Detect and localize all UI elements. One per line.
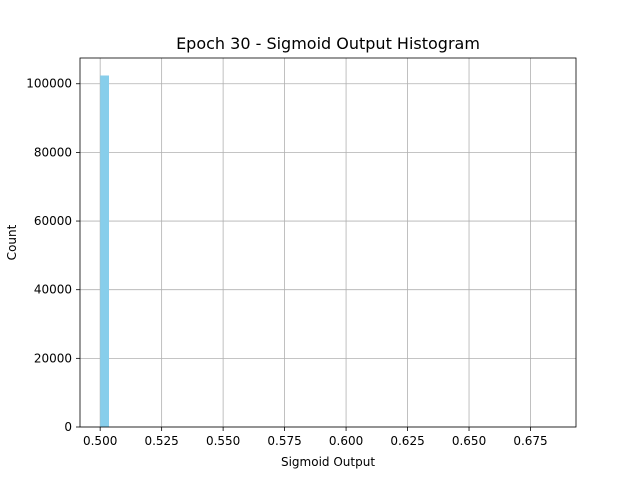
x-tick-label: 0.525 [144,434,178,448]
histogram-bar [100,75,110,428]
y-axis-label: Count [5,224,19,260]
bars [100,75,110,428]
x-tick-label: 0.650 [452,434,486,448]
x-tick-label: 0.550 [206,434,240,448]
x-axis-label: Sigmoid Output [281,455,375,469]
grid [80,58,576,428]
x-tick-label: 0.500 [83,434,117,448]
x-tick-label: 0.675 [513,434,547,448]
ticks: 0.500 0.525 0.550 0.575 0.600 0.625 0.650 0.675… [26,77,547,448]
chart-title: Epoch 30 - Sigmoid Output Histogram [176,34,480,53]
y-tick-label: 80000 [34,145,72,159]
y-tick-label: 60000 [34,214,72,228]
y-tick-label: 20000 [34,351,72,365]
y-tick-label: 0 [64,420,72,434]
x-tick-label: 0.575 [267,434,301,448]
y-tick-label: 40000 [34,283,72,297]
y-tick-label: 100000 [26,77,72,91]
x-tick-label: 0.625 [390,434,424,448]
plot-frame [79,57,577,428]
x-tick-label: 0.600 [329,434,363,448]
